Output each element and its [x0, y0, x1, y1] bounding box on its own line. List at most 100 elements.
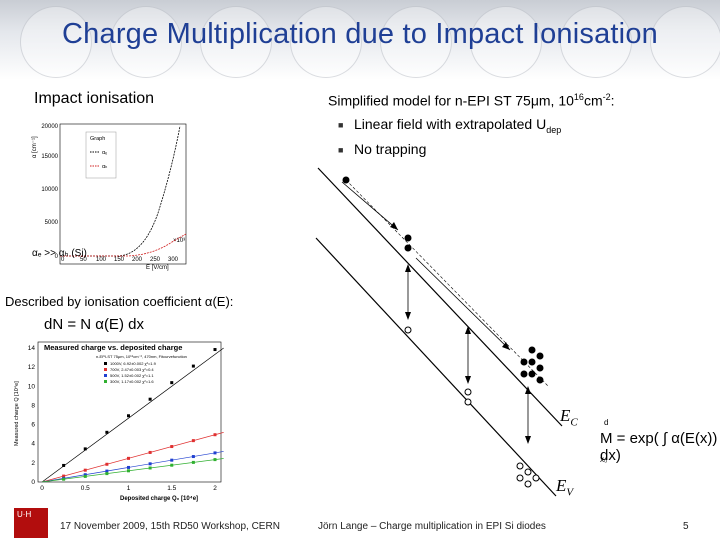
- alpha-comparison: αₑ >> αₕ (Si): [32, 248, 87, 259]
- plot1-xtick: 50: [80, 257, 87, 263]
- plot2-ytick: 12: [28, 364, 36, 371]
- plot2-data-point: [83, 447, 87, 451]
- plot2-legend-marker: [104, 362, 107, 365]
- plot1-xtick: 0: [61, 257, 65, 263]
- plot2-xtick: 0: [40, 485, 44, 492]
- plot2-data-point: [148, 466, 152, 470]
- hole: [516, 462, 524, 470]
- plot2-legend-entry: 500V, 1.52±0.002 χ²=1.1: [110, 373, 154, 378]
- plot1-xtick: 150: [114, 257, 125, 263]
- arrowhead: [405, 264, 411, 272]
- plot2-data-point: [127, 456, 130, 460]
- decor-circle: [380, 6, 452, 78]
- drift-arrowhead: [390, 222, 398, 230]
- bullet-marker: ■: [338, 120, 344, 130]
- plot2-data-point: [170, 445, 174, 449]
- plot1-xscale: ×10³: [173, 238, 185, 244]
- plot1-ytick: 5000: [45, 220, 59, 226]
- alpha-hole-curve: [60, 233, 187, 257]
- plot2-title: Measured charge vs. deposited charge: [44, 343, 182, 352]
- plot2-legend-marker: [104, 368, 107, 371]
- hole: [524, 480, 532, 488]
- plot2-ytick: 8: [31, 402, 35, 409]
- plot2-legend-entry: 1000V, 6.92±0.002 χ²=1.9: [110, 361, 157, 366]
- page-number: 5: [683, 521, 689, 532]
- plot2-data-point: [191, 364, 195, 368]
- plot2-legend-marker: [104, 380, 107, 383]
- electron: [520, 370, 528, 378]
- electron: [536, 376, 544, 384]
- decor-circle: [200, 6, 272, 78]
- described-by-text: Described by ionisation coefficient α(E)…: [5, 294, 234, 309]
- plot2-data-point: [213, 433, 217, 437]
- drift-arrow: [341, 181, 399, 231]
- hole: [516, 474, 524, 482]
- plot2-data-point: [105, 462, 109, 466]
- plot2-data-point: [105, 430, 109, 434]
- plot2-data-point: [148, 397, 152, 401]
- plot2-data-point: [191, 460, 195, 464]
- electron: [404, 244, 412, 252]
- plot2-ytick: 6: [31, 422, 35, 429]
- plot2-data-point: [83, 468, 87, 472]
- decor-circle: [110, 6, 182, 78]
- plot2-ytick: 10: [28, 383, 36, 390]
- plot2-legend-entry: 300V, 1.17±0.002 χ²=1.6: [110, 379, 154, 384]
- impact-ionisation-heading: Impact ionisation: [34, 90, 155, 107]
- bullet-no-trapping: No trapping: [354, 141, 427, 157]
- plot1-legend-title: Graph: [90, 136, 105, 142]
- arrowhead: [525, 386, 531, 394]
- plot1-xtick: 300: [168, 257, 179, 263]
- plot2-xtick: 2: [213, 485, 217, 492]
- plot2-data-point: [170, 458, 174, 462]
- plot2-legend-marker: [104, 374, 107, 377]
- valence-band-line: [315, 237, 557, 497]
- plot2-data-point: [83, 474, 87, 478]
- plot2-xlabel: Deposited charge Q₀ [10⁴e]: [120, 496, 198, 502]
- band-diagram: [315, 167, 563, 497]
- plot1-xtick: 100: [96, 257, 107, 263]
- plot1-legend-h: αₕ: [102, 164, 108, 170]
- plot2-data-point: [213, 451, 217, 455]
- decor-circle: [650, 6, 720, 78]
- electron: [528, 358, 536, 366]
- drift-arrowhead: [502, 342, 510, 350]
- simplified-model-heading: Simplified model for n-EPI ST 75μm, 1016…: [328, 92, 615, 109]
- plot2-ylabel: Measured charge Q [10⁴e]: [13, 381, 20, 446]
- plot2-data-point: [148, 462, 152, 466]
- plot2-series-line: [41, 347, 224, 483]
- bullet-linear-field: Linear field with extrapolated Udep: [354, 116, 562, 135]
- integral-lower-limit: x₀: [600, 455, 608, 464]
- university-logo: U·H: [14, 508, 48, 538]
- hole: [524, 468, 532, 476]
- plot1-ytick: 10000: [41, 187, 58, 193]
- plot2-ytick: 2: [31, 460, 35, 467]
- decor-circle: [290, 6, 362, 78]
- hole: [464, 398, 472, 406]
- plot2-data-point: [127, 465, 130, 469]
- ionisation-coefficient-plot: 20000 15000 10000 5000 0 0 50 100 150 20…: [32, 123, 187, 271]
- electron: [404, 234, 412, 242]
- electron: [520, 358, 528, 366]
- electron: [528, 346, 536, 354]
- conduction-band-label: EC: [560, 406, 578, 429]
- arrowhead: [525, 436, 531, 444]
- plot2-xtick: 0.5: [81, 485, 90, 492]
- dn-formula: dN = N α(E) dx: [44, 316, 144, 333]
- plot2-ytick: 4: [31, 441, 35, 448]
- plot2-data-point: [83, 473, 87, 477]
- plot2-data-point: [191, 439, 195, 443]
- arrowhead: [465, 376, 471, 384]
- slide-title: Charge Multiplication due to Impact Ioni…: [62, 18, 658, 50]
- decor-circle: [470, 6, 542, 78]
- electron: [536, 364, 544, 372]
- plot1-legend: [85, 131, 117, 179]
- plot2-legend-head: n-EPI-ST 75µm, 10¹⁶cm⁻², 470nm, Fitcurve…: [96, 354, 187, 359]
- plot2-data-point: [105, 469, 109, 473]
- alpha-electron-curve: [60, 125, 181, 257]
- drift-path: [345, 179, 549, 387]
- electron: [536, 352, 544, 360]
- footer-date: 17 November 2009, 15th RD50 Workshop, CE…: [60, 521, 280, 532]
- plot2-data-point: [170, 463, 174, 467]
- plot2-data-point: [213, 348, 217, 352]
